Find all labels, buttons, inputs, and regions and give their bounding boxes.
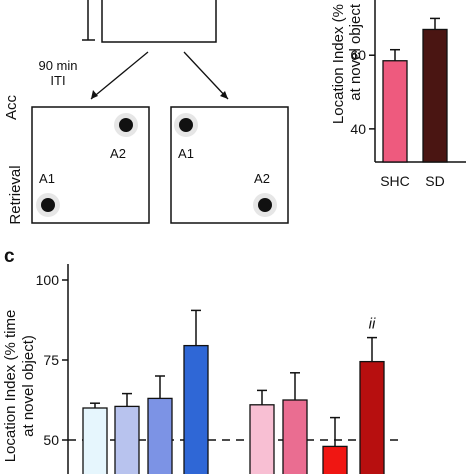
chart2-bar (114, 405, 140, 474)
chart2-bar (183, 344, 209, 474)
object-a2 (119, 118, 133, 132)
object-a1 (179, 118, 193, 132)
chart2-y-tick-label: 75 (43, 352, 59, 368)
chart2-y-tick-label: 50 (43, 432, 59, 448)
chart2-y-tick-label: 100 (36, 272, 60, 288)
protocol-diagram: Acc 90 min ITI Retrieval A2 A1 A1 A2 (3, 0, 289, 225)
label-a1-right: A1 (178, 146, 194, 161)
chart2-ylabel-1: Location Index (% time (2, 310, 19, 463)
arrow-left-head (91, 90, 98, 99)
object-a2 (258, 198, 272, 212)
chart1-y-tick-label: 40 (350, 121, 366, 137)
acquisition-arena (101, 0, 217, 43)
panel-label-c: c (4, 246, 15, 267)
chart1-bar-shc (382, 60, 408, 163)
arrow-right-head (220, 91, 228, 99)
label-a2-left: A2 (110, 146, 126, 161)
arrow-left (90, 51, 149, 100)
label-a2-right: A2 (254, 171, 270, 186)
chart2-bar (359, 360, 385, 474)
chart2-bar (249, 404, 275, 474)
arrow-right (183, 51, 229, 100)
label-a1-left: A1 (39, 171, 55, 186)
chart1-ylabel-2: at novel object (347, 3, 364, 101)
chart-panel-c: Location Index (% time at novel object) … (2, 264, 400, 474)
chart2-ylabel-2: at novel object) (20, 335, 37, 437)
chart-top-right: Location Index (% at novel object 40 60 SH… (330, 0, 466, 189)
chart2-bar (82, 407, 108, 474)
chart2-annotation: ii (369, 316, 376, 333)
retrieval-arena-left (31, 106, 150, 224)
chart1-x-label: SHC (380, 173, 410, 189)
retrieval-arena-right (170, 106, 289, 224)
acc-label: Acc (3, 94, 20, 120)
retrieval-label: Retrieval (7, 165, 24, 224)
chart2-bar (147, 397, 173, 474)
chart2-bar (322, 445, 348, 474)
chart1-bar-sd (422, 28, 448, 163)
chart2-bar (282, 399, 308, 474)
chart1-y-tick-label: 60 (350, 47, 366, 63)
object-a1 (41, 198, 55, 212)
iti-label-1: 90 min (38, 58, 77, 73)
iti-label-2: ITI (50, 73, 65, 88)
chart1-ylabel-1: Location Index (% (330, 4, 347, 124)
chart1-x-label: SD (425, 173, 444, 189)
